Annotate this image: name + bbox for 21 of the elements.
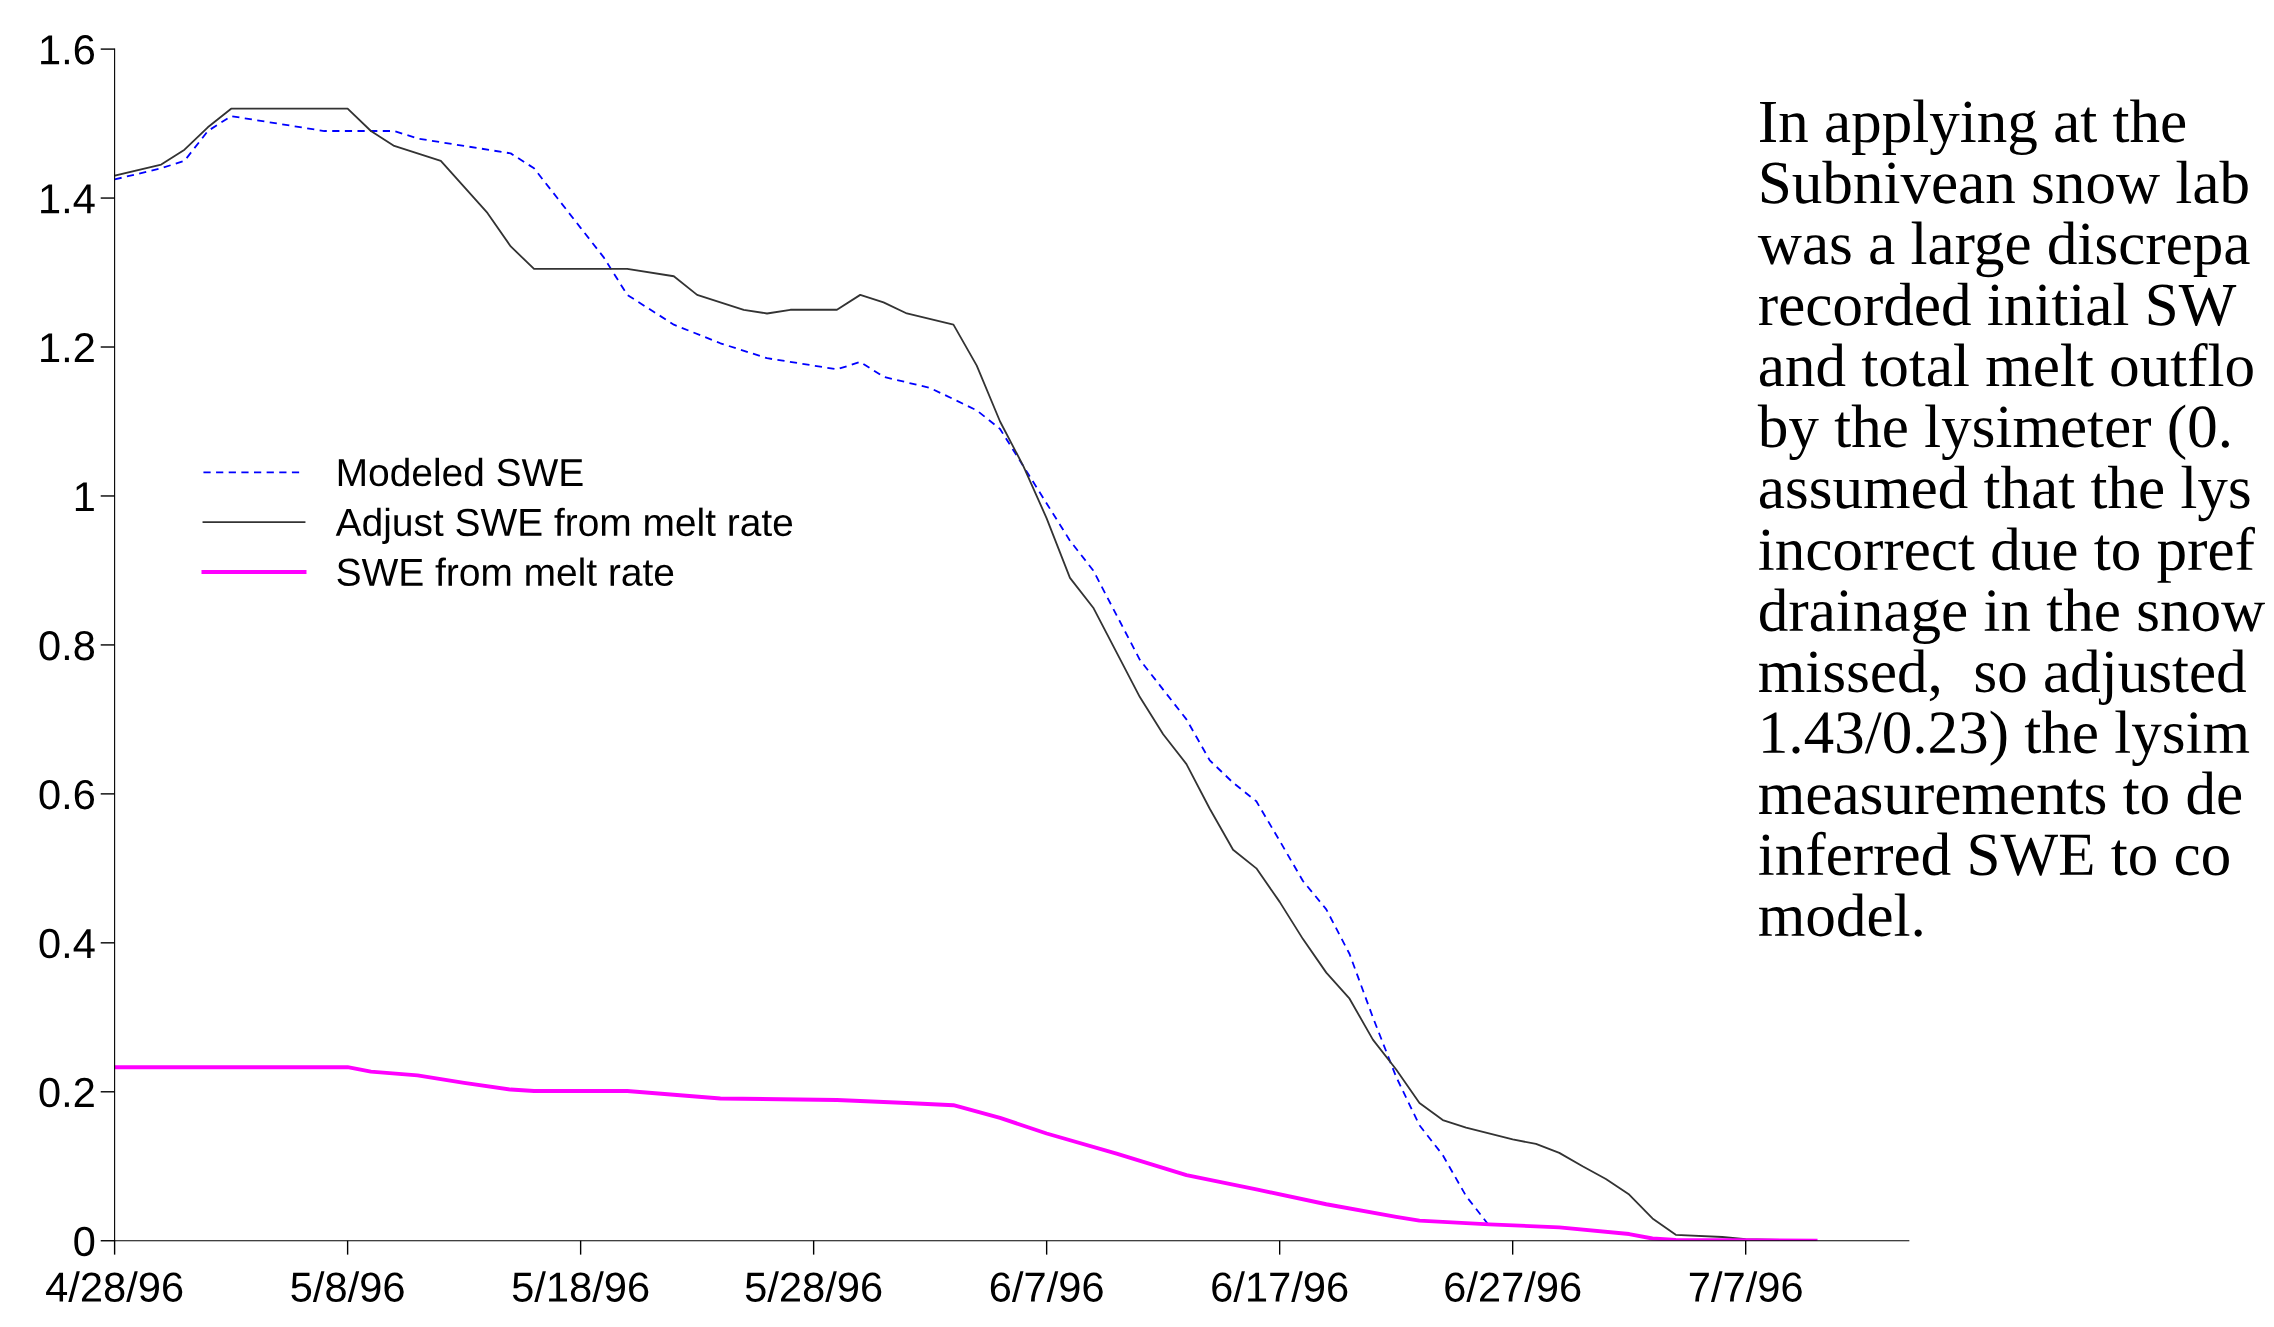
y-tick-label: 0.4	[39, 928, 95, 959]
x-tick-label: 4/28/96	[46, 1271, 183, 1302]
y-tick-label: 0	[74, 1226, 95, 1257]
text: In applying at the Subnivean snow lab was a large discrepa recorded initial SW and total melt outflo by the lysimeter (0. assumed that the lys incorrect due to pref drainage in the snow missed, so adjusted 1.43/0.23) the lysim measurements to de inferred SWE to co model.	[1757, 99, 2265, 937]
x-tick-label: 5/8/96	[291, 1271, 404, 1302]
x-tick-label: 6/27/96	[1445, 1271, 1581, 1302]
x-tick-label: 5/18/96	[512, 1271, 649, 1302]
y-tick-label: 0.8	[39, 630, 95, 661]
x-tick-label: 6/17/96	[1212, 1271, 1348, 1302]
y-tick-label: 1.2	[41, 333, 94, 363]
x-tick-label: 7/7/96	[1689, 1271, 1802, 1302]
y-tick-label: 1	[75, 482, 94, 512]
x-tick-label: 5/28/96	[745, 1271, 882, 1302]
y-tick-label: 0.6	[39, 779, 95, 810]
y-tick-label: 1.4	[41, 184, 95, 214]
y-tick-label: 0.2	[39, 1077, 94, 1108]
legend-label: SWE from melt rate	[337, 557, 674, 587]
legend-label: Modeled SWE	[338, 457, 583, 487]
y-tick-label: 1.6	[41, 35, 95, 65]
legend-label: Adjust SWE from melt rate	[335, 507, 793, 544]
x-tick-label: 6/7/96	[990, 1271, 1103, 1302]
